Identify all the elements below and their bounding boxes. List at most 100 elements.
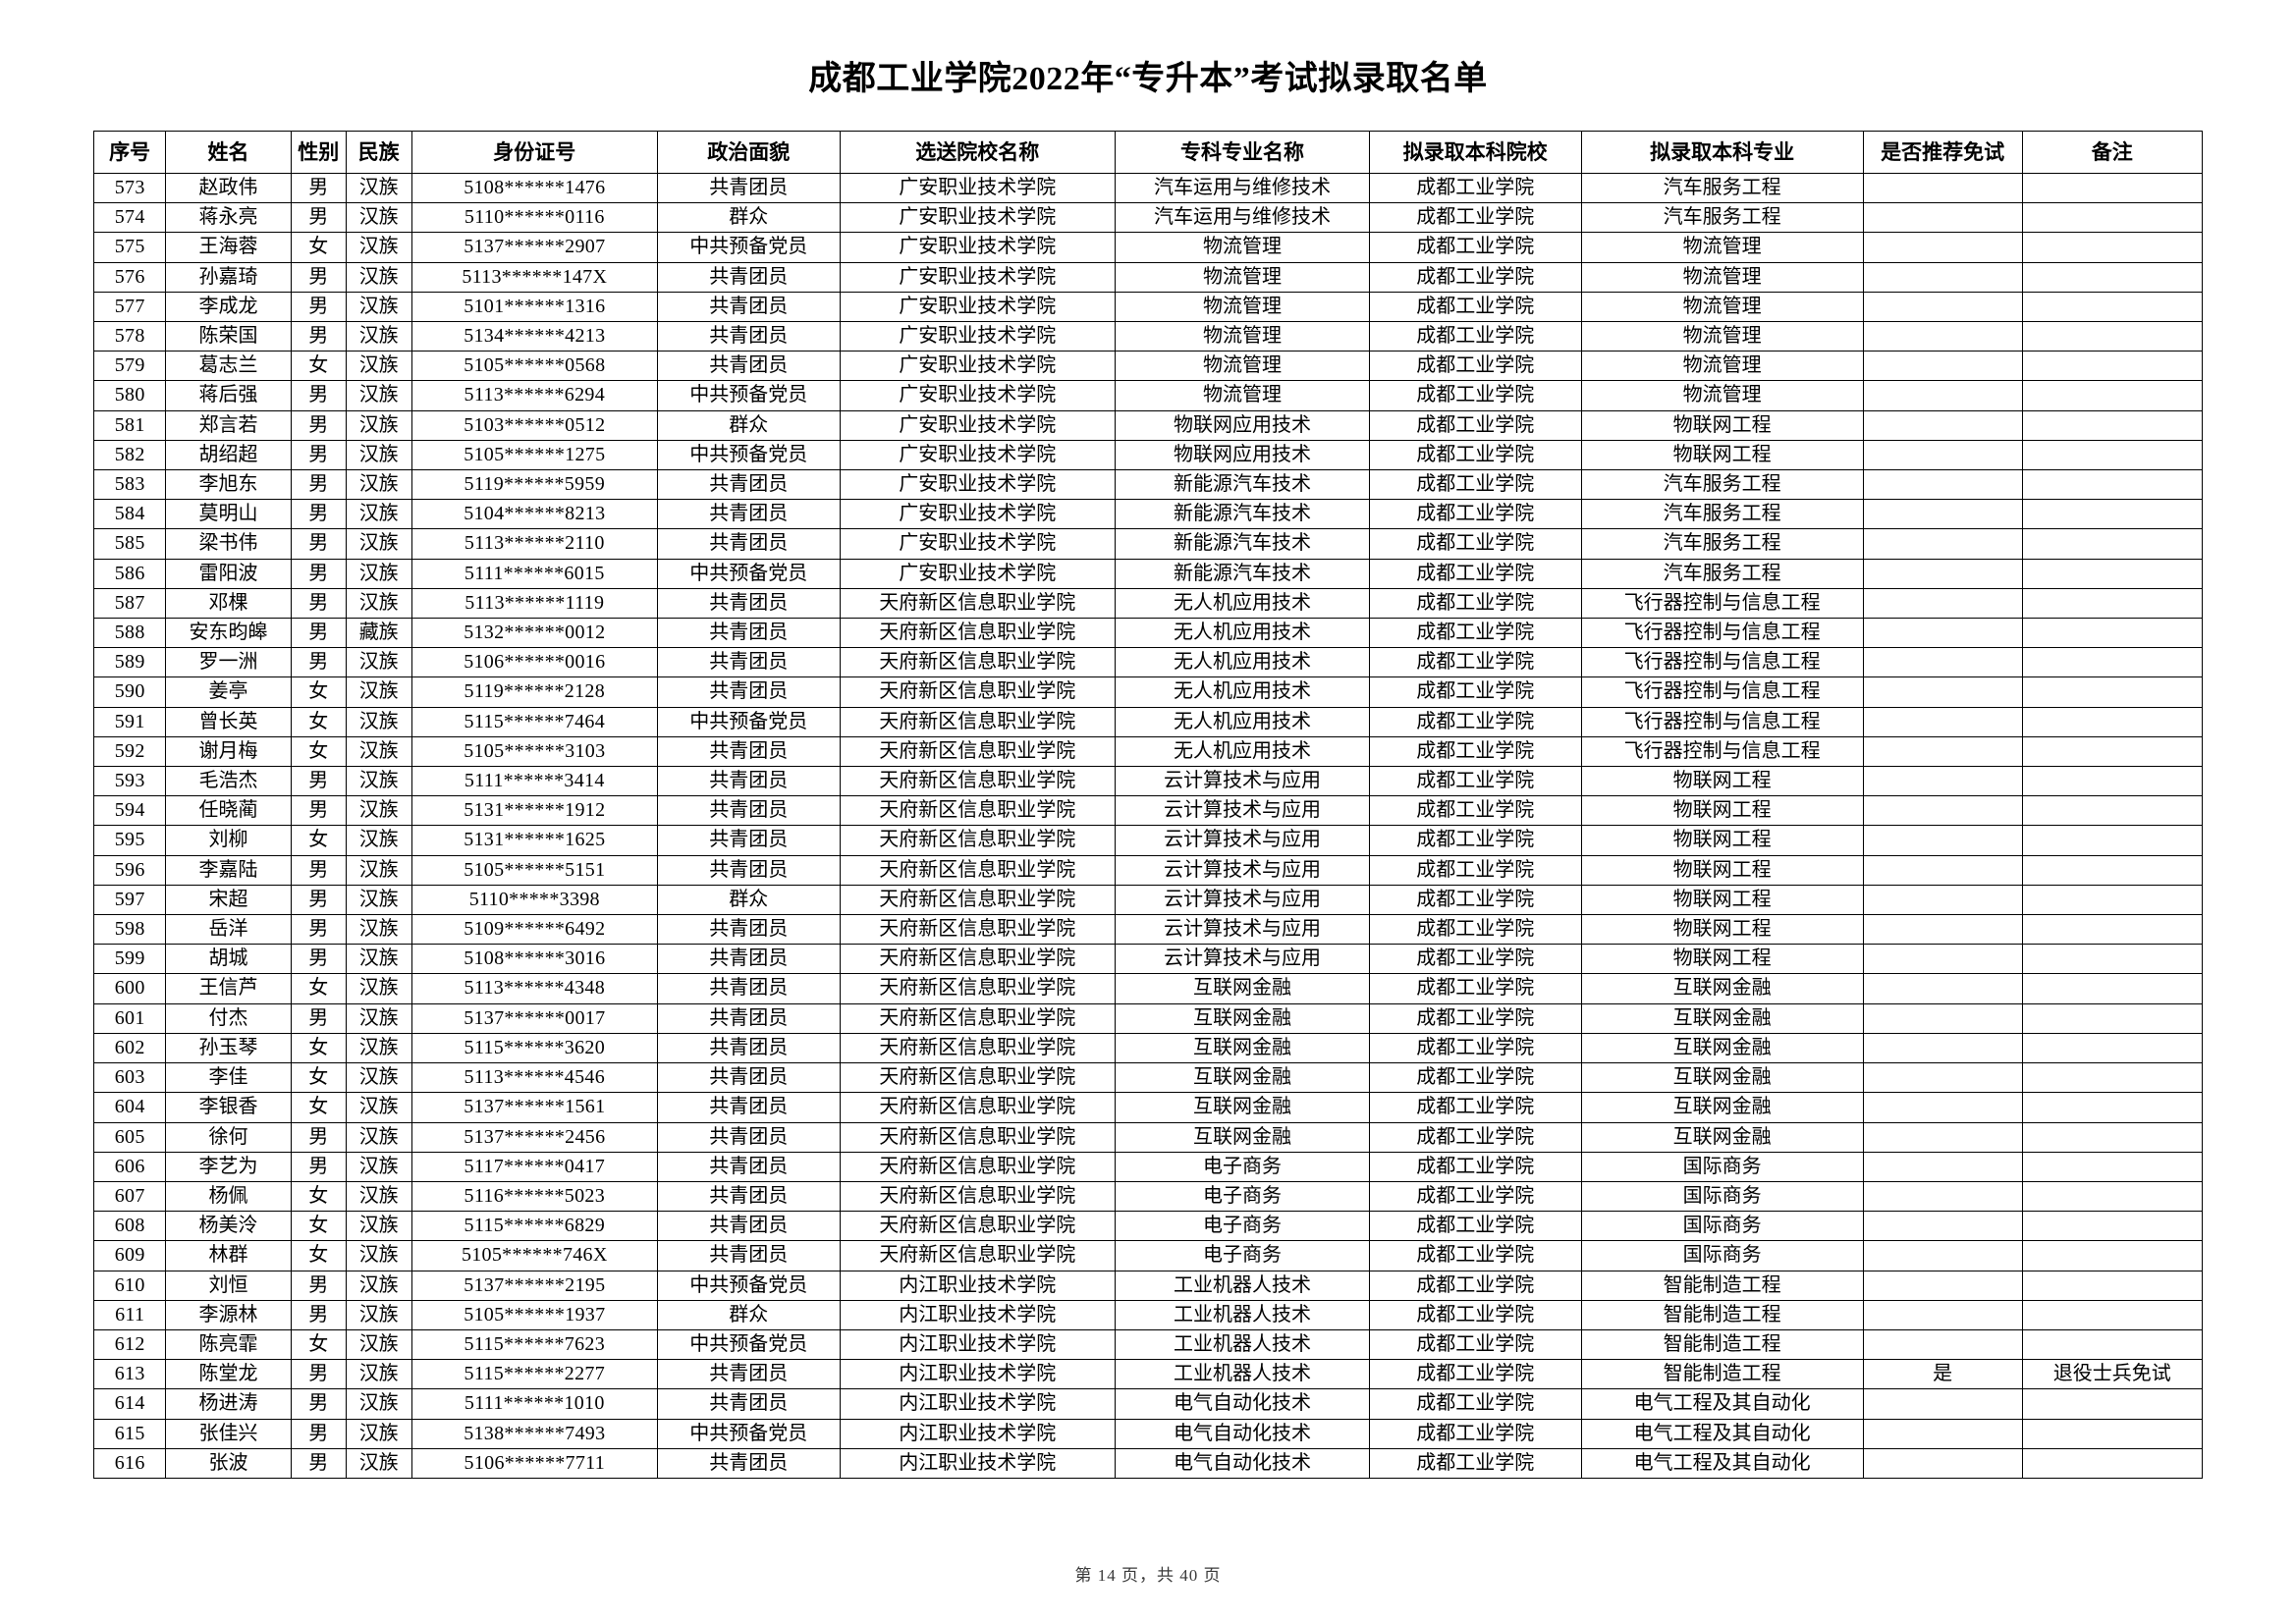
cell-sequence: 591 <box>92 706 167 737</box>
cell-admitted-university: 成都工业学院 <box>1368 409 1582 441</box>
cell-ethnicity: 汉族 <box>345 1299 412 1330</box>
cell-admitted-university: 成都工业学院 <box>1368 261 1582 293</box>
cell-political-status: 共青团员 <box>656 825 841 856</box>
cell-remark <box>2021 676 2203 708</box>
cell-gender: 男 <box>290 380 347 411</box>
cell-sequence: 614 <box>92 1388 167 1420</box>
cell-sequence: 584 <box>92 499 167 530</box>
cell-admitted-university: 成都工业学院 <box>1368 676 1582 708</box>
cell-id-number: 5115******2277 <box>410 1359 658 1390</box>
cell-exemption <box>1862 380 2023 411</box>
cell-admitted-major: 物流管理 <box>1580 380 1864 411</box>
cell-remark <box>2021 618 2203 649</box>
cell-sending-college: 天府新区信息职业学院 <box>839 825 1116 856</box>
cell-sending-college: 天府新区信息职业学院 <box>839 795 1116 827</box>
table-row: 599 胡城男汉族 5108******3016 共青团员 天府新区信息职业学院 云计算技… <box>92 944 2203 975</box>
cell-sending-college: 广安职业技术学院 <box>839 291 1116 323</box>
cell-admitted-major: 飞行器控制与信息工程 <box>1580 676 1864 708</box>
cell-name: 姜亭 <box>165 676 292 708</box>
table-row: 604 李银香女汉族 5137******1561 共青团员 天府新区信息职业学院 互联网… <box>92 1092 2203 1123</box>
cell-admitted-major: 智能制造工程 <box>1580 1299 1864 1330</box>
cell-gender: 男 <box>290 884 347 916</box>
table-header: 序号 姓名 性别 民族 身份证号 政治面貌 选送院校名称 专科专业名称 拟录取本… <box>92 131 2203 174</box>
cell-exemption <box>1862 499 2023 530</box>
cell-gender: 女 <box>290 1092 347 1123</box>
table-row: 576 孙嘉琦男汉族 5113******147X 共青团员 广安职业技术学院 物流管理成… <box>92 261 2203 293</box>
cell-remark <box>2021 232 2203 263</box>
cell-gender: 女 <box>290 1328 347 1361</box>
cell-exemption <box>1862 1180 2023 1213</box>
cell-gender: 女 <box>290 351 347 382</box>
cell-ethnicity: 汉族 <box>345 1418 412 1449</box>
cell-sending-college: 广安职业技术学院 <box>839 172 1116 204</box>
cell-college-major: 无人机应用技术 <box>1115 618 1370 649</box>
cell-admitted-major: 互联网金融 <box>1580 1121 1864 1153</box>
table-row: 583 李旭东男汉族 5119******5959 共青团员 广安职业技术学院 新能源汽车… <box>92 469 2203 501</box>
cell-ethnicity: 汉族 <box>345 1240 412 1271</box>
roster-table-container: 序号 姓名 性别 民族 身份证号 政治面貌 选送院校名称 专科专业名称 拟录取本… <box>92 99 2203 1479</box>
cell-id-number: 5113******4348 <box>410 973 658 1004</box>
cell-sequence: 573 <box>92 172 167 204</box>
cell-college-major: 新能源汽车技术 <box>1115 528 1370 560</box>
table-row: 577 李成龙男汉族 5101******1316 共青团员 广安职业技术学院 物流管理成… <box>92 291 2203 323</box>
cell-gender: 男 <box>290 1447 347 1479</box>
cell-political-status: 中共预备党员 <box>656 1328 841 1361</box>
cell-college-major: 云计算技术与应用 <box>1115 884 1370 916</box>
cell-college-major: 物流管理 <box>1115 351 1370 382</box>
cell-college-major: 无人机应用技术 <box>1115 735 1370 768</box>
table-row: 612 陈亮霏女汉族 5115******7623 中共预备党员 内江职业技术学院 工业机… <box>92 1328 2203 1361</box>
cell-name: 李源林 <box>165 1299 292 1330</box>
cell-admitted-major: 互联网金融 <box>1580 1092 1864 1123</box>
cell-admitted-major: 国际商务 <box>1580 1240 1864 1271</box>
cell-admitted-university: 成都工业学院 <box>1368 1388 1582 1420</box>
cell-sequence: 599 <box>92 944 167 975</box>
cell-gender: 女 <box>290 973 347 1004</box>
cell-admitted-university: 成都工业学院 <box>1368 618 1582 649</box>
cell-sending-college: 天府新区信息职业学院 <box>839 1240 1116 1271</box>
cell-id-number: 5113******147X <box>410 261 658 293</box>
cell-name: 李银香 <box>165 1092 292 1123</box>
cell-political-status: 共青团员 <box>656 1002 841 1034</box>
cell-admitted-university: 成都工业学院 <box>1368 1151 1582 1182</box>
cell-id-number: 5103******0512 <box>410 409 658 441</box>
cell-exemption <box>1862 1418 2023 1449</box>
cell-admitted-major: 飞行器控制与信息工程 <box>1580 587 1864 620</box>
cell-college-major: 电子商务 <box>1115 1211 1370 1242</box>
cell-id-number: 5113******1119 <box>410 587 658 620</box>
cell-exemption <box>1862 1299 2023 1330</box>
cell-ethnicity: 汉族 <box>345 884 412 916</box>
cell-gender: 男 <box>290 409 347 441</box>
cell-political-status: 共青团员 <box>656 1032 841 1064</box>
cell-college-major: 云计算技术与应用 <box>1115 854 1370 886</box>
cell-ethnicity: 汉族 <box>345 439 412 471</box>
cell-admitted-university: 成都工业学院 <box>1368 854 1582 886</box>
cell-political-status: 共青团员 <box>656 172 841 204</box>
cell-ethnicity: 汉族 <box>345 1002 412 1034</box>
table-row: 573 赵政伟男汉族 5108******1476 共青团员 广安职业技术学院 汽车运用与… <box>92 172 2203 204</box>
cell-admitted-university: 成都工业学院 <box>1368 1032 1582 1064</box>
cell-political-status: 共青团员 <box>656 1121 841 1153</box>
cell-ethnicity: 汉族 <box>345 1092 412 1123</box>
cell-sequence: 601 <box>92 1002 167 1034</box>
cell-ethnicity: 汉族 <box>345 1388 412 1420</box>
cell-college-major: 互联网金融 <box>1115 973 1370 1004</box>
cell-admitted-university: 成都工业学院 <box>1368 766 1582 797</box>
cell-sequence: 576 <box>92 261 167 293</box>
table-row: 601 付杰男汉族 5137******0017 共青团员 天府新区信息职业学院 互联网金… <box>92 1002 2203 1034</box>
cell-ethnicity: 汉族 <box>345 469 412 501</box>
cell-gender: 男 <box>290 1151 347 1182</box>
cell-admitted-university: 成都工业学院 <box>1368 1328 1582 1361</box>
cell-admitted-major: 智能制造工程 <box>1580 1328 1864 1361</box>
cell-id-number: 5131******1912 <box>410 795 658 827</box>
cell-exemption <box>1862 1092 2023 1123</box>
cell-political-status: 共青团员 <box>656 261 841 293</box>
column-header-sequence: 序号 <box>92 131 167 174</box>
cell-ethnicity: 汉族 <box>345 1032 412 1064</box>
cell-political-status: 共青团员 <box>656 795 841 827</box>
cell-gender: 男 <box>290 914 347 946</box>
cell-sequence: 574 <box>92 202 167 234</box>
cell-admitted-university: 成都工业学院 <box>1368 1092 1582 1123</box>
cell-remark <box>2021 795 2203 827</box>
cell-college-major: 汽车运用与维修技术 <box>1115 172 1370 204</box>
column-header-ethnicity: 民族 <box>345 131 412 174</box>
